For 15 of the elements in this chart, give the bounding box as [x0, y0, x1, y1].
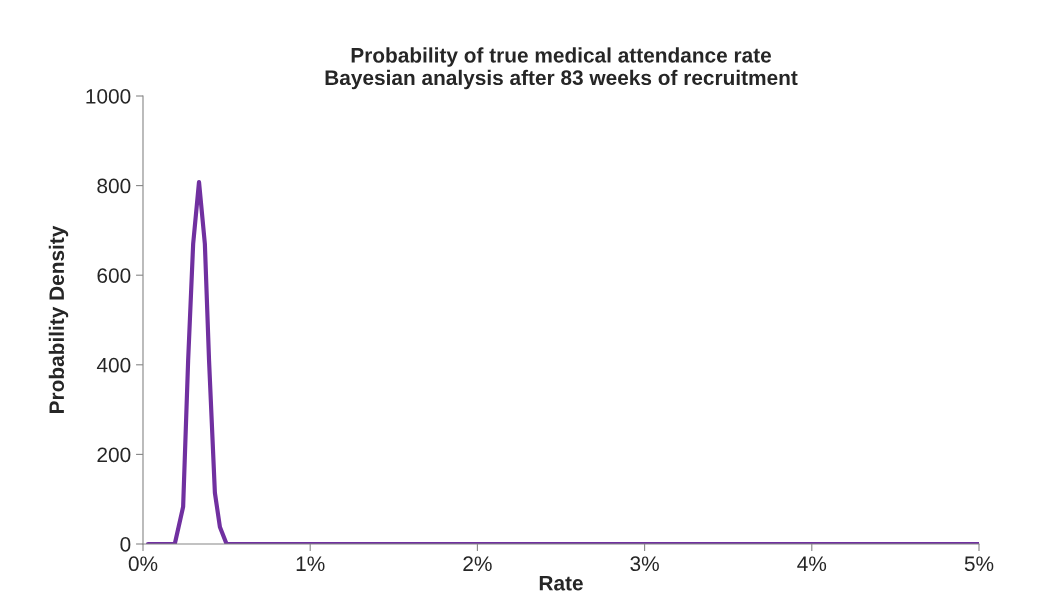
x-tick-label: 0% — [128, 556, 158, 572]
x-tick-label: 2% — [463, 556, 492, 572]
x-axis-title: Rate — [539, 575, 583, 591]
x-tick-label: 1% — [296, 556, 325, 572]
y-tick-label: 600 — [97, 268, 131, 283]
y-axis-title: Probability Density — [48, 225, 69, 413]
y-tick-label: 0 — [120, 537, 131, 552]
y-tick-label: 1000 — [86, 89, 131, 104]
chart-title: Probability of true medical attendance rate Bayesian analysis after 83 weeks of recruitment — [325, 47, 798, 90]
x-tick-label: 3% — [630, 556, 659, 572]
x-tick-label: 4% — [797, 556, 827, 572]
y-tick-label: 800 — [97, 178, 131, 194]
y-tick-label: 400 — [96, 357, 131, 373]
y-tick-label: 200 — [97, 447, 131, 463]
x-tick-label: 5% — [964, 556, 994, 572]
